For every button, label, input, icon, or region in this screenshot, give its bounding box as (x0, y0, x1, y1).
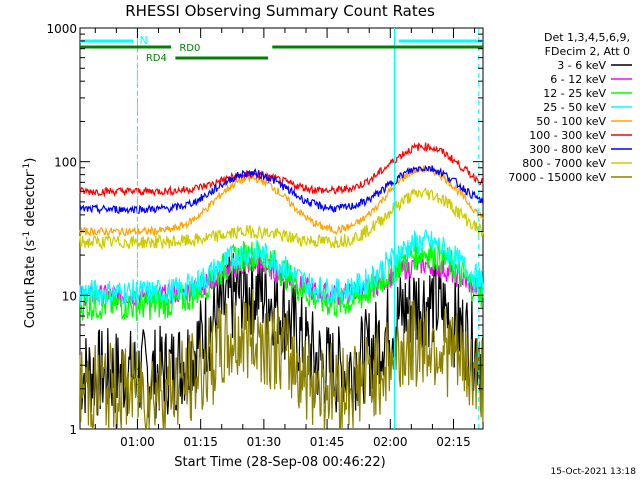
series-line-2 (79, 237, 484, 321)
y-tick-label-2: 100 (54, 156, 77, 170)
x-axis-label: Start Time (28-Sep-08 00:46:22) (174, 455, 385, 470)
x-tick-label-4: 02:00 (373, 435, 408, 449)
legend-label-1: 6 - 12 keV (550, 73, 606, 86)
x-tick-label-5: 02:15 (436, 435, 471, 449)
x-tick-label-0: 01:00 (120, 435, 155, 449)
series-layer (79, 28, 484, 432)
flag-bars: N RD0 RD4 (80, 34, 483, 64)
y-tick-label-1: 10 (62, 289, 77, 303)
series-line-6 (79, 164, 484, 215)
legend-label-6: 300 - 800 keV (529, 143, 606, 156)
timestamp: 15-Oct-2021 13:18 (551, 467, 637, 477)
y-axis-label: Count Rate (s-1 detector-1) (22, 158, 38, 329)
series-line-8 (79, 288, 484, 432)
y-axis-label-end: ) (23, 158, 38, 163)
x-tick-label-3: 01:45 (310, 435, 345, 449)
y-axis-label-main: Count Rate (s (23, 240, 38, 329)
series-line-7 (79, 187, 484, 251)
legend: Det 1,3,4,5,6,9,FDecim 2, Att 03 - 6 keV… (508, 31, 632, 184)
legend-header-1: FDecim 2, Att 0 (545, 45, 630, 58)
x-tick-label-1: 01:15 (183, 435, 218, 449)
y-axis-label-mid: detector (23, 171, 38, 231)
series-line-5 (79, 142, 484, 198)
y-axis-label-sup2: -1 (22, 163, 32, 172)
legend-label-7: 800 - 7000 keV (522, 157, 606, 170)
flag-n-label: N (139, 34, 147, 47)
y-tick-label-0: 1 (69, 423, 77, 437)
legend-header-0: Det 1,3,4,5,6,9, (544, 31, 630, 44)
plot-border (79, 27, 484, 430)
legend-label-3: 25 - 50 keV (543, 101, 606, 114)
legend-label-2: 12 - 25 keV (543, 87, 606, 100)
x-tick-label-2: 01:30 (247, 435, 282, 449)
plot-frame (79, 27, 484, 430)
axes: 1 10 100 1000 01:00 01:15 01:30 01:45 02:00 02:15 (46, 22, 483, 449)
legend-label-0: 3 - 6 keV (557, 59, 606, 72)
y-axis-label-sup1: -1 (22, 231, 32, 240)
y-tick-label-3: 1000 (46, 22, 77, 36)
series-line-4 (79, 164, 484, 237)
legend-label-5: 100 - 300 keV (529, 129, 606, 142)
flag-rd4-label: RD4 (146, 53, 167, 64)
chart-title: RHESSI Observing Summary Count Rates (125, 2, 435, 20)
flag-rd0-label: RD0 (179, 43, 200, 54)
legend-label-8: 7000 - 15000 keV (508, 171, 606, 184)
series-line-3 (79, 229, 484, 306)
legend-label-4: 50 - 100 keV (536, 115, 606, 128)
